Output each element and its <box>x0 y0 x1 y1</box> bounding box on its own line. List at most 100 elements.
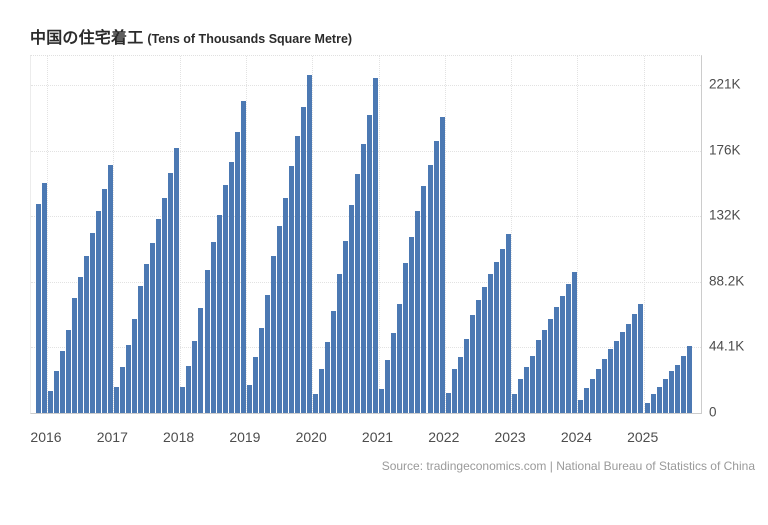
bar-2021-May[interactable] <box>397 303 403 413</box>
bar-2023-May[interactable] <box>529 355 535 413</box>
bar-2017-Jul[interactable] <box>144 264 150 413</box>
bar-2017-May[interactable] <box>132 318 138 413</box>
bar-2015-Dec[interactable] <box>41 183 47 413</box>
bar-2016-Feb[interactable] <box>47 390 53 413</box>
bar-2022-Aug[interactable] <box>481 286 487 413</box>
bar-2018-Nov[interactable] <box>234 132 240 413</box>
bar-2022-Jul[interactable] <box>475 299 481 413</box>
bar-2024-Sep[interactable] <box>620 331 626 413</box>
bar-2017-Oct[interactable] <box>162 197 168 413</box>
bar-2025-Aug[interactable] <box>680 355 686 413</box>
bar-2019-Aug[interactable] <box>282 197 288 413</box>
bar-2020-Apr[interactable] <box>325 342 331 413</box>
bar-2025-Feb[interactable] <box>644 403 650 413</box>
bar-2024-Feb[interactable] <box>578 399 584 413</box>
bar-2016-Aug[interactable] <box>83 256 89 413</box>
bar-2023-Nov[interactable] <box>566 283 572 413</box>
bar-2024-Dec[interactable] <box>638 304 644 413</box>
bar-2023-Mar[interactable] <box>517 378 523 413</box>
bar-2021-Jul[interactable] <box>409 237 415 413</box>
bar-2024-Jul[interactable] <box>608 349 614 413</box>
bar-2020-Jun[interactable] <box>337 273 343 413</box>
bar-2020-May[interactable] <box>331 311 337 413</box>
bar-2024-Aug[interactable] <box>614 340 620 413</box>
bar-2019-Sep[interactable] <box>288 166 294 413</box>
bar-2023-Feb[interactable] <box>511 394 517 413</box>
bar-2018-Mar[interactable] <box>186 365 192 413</box>
bar-2019-Nov[interactable] <box>300 107 306 413</box>
bar-2018-Aug[interactable] <box>216 215 222 413</box>
bar-2018-Dec[interactable] <box>240 100 246 413</box>
bar-2016-Sep[interactable] <box>89 233 95 413</box>
bar-2024-Oct[interactable] <box>626 323 632 413</box>
bar-2024-Jun[interactable] <box>602 358 608 413</box>
plot-area[interactable] <box>30 55 702 414</box>
bar-2022-Feb[interactable] <box>445 392 451 413</box>
bar-2025-Apr[interactable] <box>656 387 662 413</box>
bar-2025-Jul[interactable] <box>674 365 680 413</box>
bar-2025-Mar[interactable] <box>650 394 656 413</box>
bar-2018-Sep[interactable] <box>222 185 228 413</box>
bar-2022-Dec[interactable] <box>505 234 511 413</box>
bar-2022-Mar[interactable] <box>451 369 457 413</box>
bar-2020-Feb[interactable] <box>313 393 318 413</box>
bar-2023-Jul[interactable] <box>542 329 548 413</box>
bar-2017-Nov[interactable] <box>168 173 174 413</box>
bar-2021-Nov[interactable] <box>433 141 439 413</box>
bar-2019-Jul[interactable] <box>276 226 282 413</box>
bar-2019-Feb[interactable] <box>246 385 252 413</box>
bar-2019-May[interactable] <box>264 294 270 413</box>
bar-2015-Nov[interactable] <box>35 203 41 413</box>
bar-2016-Apr[interactable] <box>59 351 65 413</box>
bar-2023-Sep[interactable] <box>554 307 560 413</box>
bar-2020-Sep[interactable] <box>355 173 361 413</box>
bar-2018-Oct[interactable] <box>228 162 234 413</box>
bar-2017-Sep[interactable] <box>156 218 162 413</box>
bar-2016-Dec[interactable] <box>108 164 114 413</box>
bar-2025-May[interactable] <box>662 379 668 413</box>
bar-2022-May[interactable] <box>463 338 469 413</box>
bar-2017-Feb[interactable] <box>114 387 120 413</box>
bar-2019-Dec[interactable] <box>306 74 312 413</box>
bar-2022-Apr[interactable] <box>457 357 463 413</box>
bar-2024-May[interactable] <box>596 369 602 413</box>
bar-2016-Mar[interactable] <box>53 370 59 413</box>
bar-2021-Mar[interactable] <box>385 360 391 413</box>
bar-2021-Dec[interactable] <box>439 117 445 413</box>
bar-2023-Oct[interactable] <box>560 296 566 413</box>
bar-2021-Feb[interactable] <box>379 388 385 413</box>
bar-2018-Apr[interactable] <box>192 341 198 413</box>
bar-2023-Dec[interactable] <box>572 272 578 413</box>
bar-2016-May[interactable] <box>65 330 71 413</box>
bar-2025-Jun[interactable] <box>668 371 674 413</box>
bar-2025-Sep[interactable] <box>686 346 692 413</box>
bar-2022-Nov[interactable] <box>499 248 505 413</box>
bar-2016-Nov[interactable] <box>102 188 108 413</box>
bar-2018-Feb[interactable] <box>180 386 186 413</box>
bar-2017-Aug[interactable] <box>150 243 156 413</box>
bar-2020-Nov[interactable] <box>367 114 373 413</box>
bar-2019-Jun[interactable] <box>270 256 276 413</box>
bar-2024-Apr[interactable] <box>590 378 596 413</box>
bar-2016-Oct[interactable] <box>96 211 102 413</box>
bar-2020-Mar[interactable] <box>319 369 325 413</box>
bar-2017-Dec[interactable] <box>174 147 180 413</box>
bar-2021-Oct[interactable] <box>427 165 433 413</box>
bar-2020-Aug[interactable] <box>349 205 355 413</box>
bar-2024-Nov[interactable] <box>632 314 638 413</box>
bar-2020-Dec[interactable] <box>373 78 379 413</box>
bar-2016-Jul[interactable] <box>77 276 83 413</box>
bar-2018-Jun[interactable] <box>204 270 210 413</box>
bar-2017-Mar[interactable] <box>120 366 126 413</box>
bar-2017-Apr[interactable] <box>126 344 132 413</box>
bar-2018-May[interactable] <box>198 308 204 413</box>
bar-2020-Oct[interactable] <box>361 143 367 413</box>
bar-2021-Aug[interactable] <box>415 211 421 413</box>
bar-2023-Apr[interactable] <box>523 367 529 413</box>
bar-2017-Jun[interactable] <box>138 286 144 413</box>
bar-2021-Apr[interactable] <box>391 333 397 413</box>
bar-2016-Jun[interactable] <box>71 298 77 413</box>
bar-2020-Jul[interactable] <box>343 241 349 413</box>
bar-2022-Sep[interactable] <box>487 273 493 413</box>
bar-2024-Mar[interactable] <box>584 388 590 413</box>
